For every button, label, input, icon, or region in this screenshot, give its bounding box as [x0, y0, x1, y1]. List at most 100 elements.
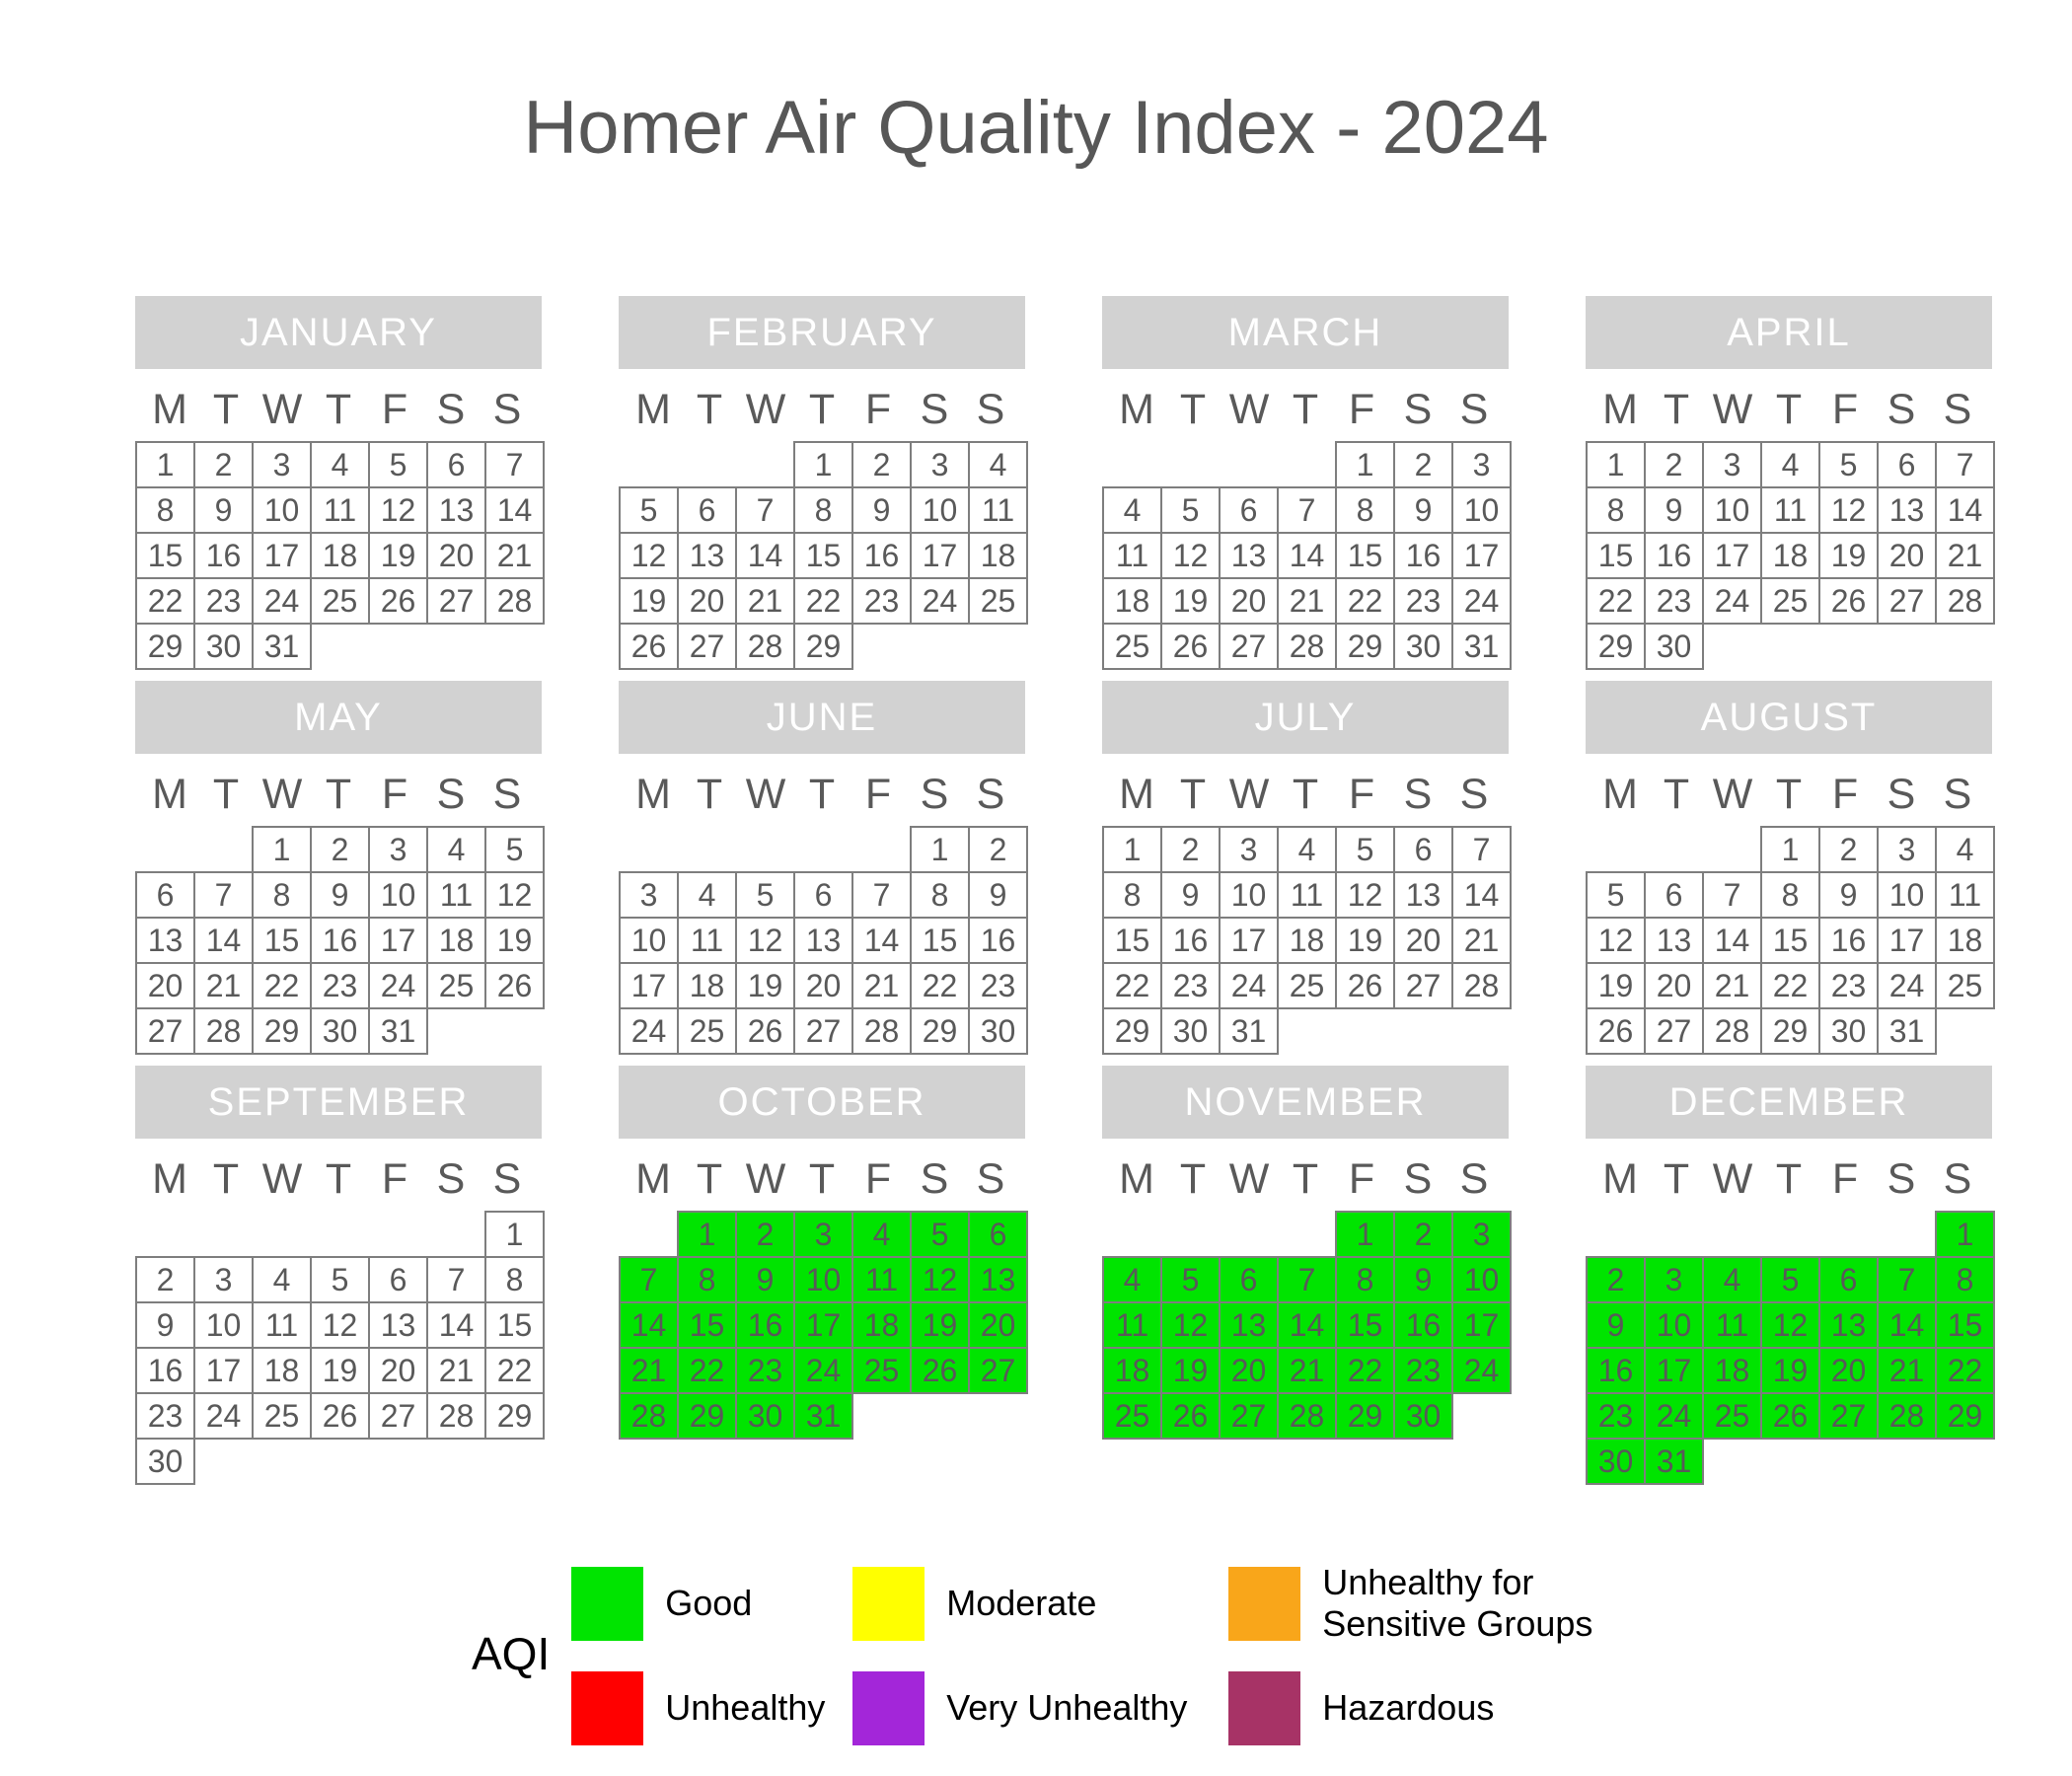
- day-cell: 21: [484, 532, 545, 579]
- weekday-label: T: [1292, 386, 1319, 433]
- day-cell: 24: [368, 962, 428, 1009]
- empty-cell: [1819, 1212, 1878, 1257]
- weekday-label: F: [1348, 771, 1375, 818]
- day-cell: 18: [426, 917, 486, 964]
- week-row: 4 5 6 7 8 9 10: [1102, 1256, 1512, 1303]
- week-row: 12 13 14 15 16 17 18: [1586, 917, 1995, 964]
- day-cell: 3: [910, 441, 970, 488]
- day-cell: 24: [619, 1007, 679, 1055]
- day-cell: 4: [1702, 1256, 1762, 1303]
- month-march: MARCH M T W T F S S 1 2 3 4 5 6 7 8 9 10 11 12 13 14 15 16 17 18 1…: [1102, 296, 1512, 681]
- day-cell: 2: [1818, 826, 1879, 873]
- empty-cell: [427, 1439, 485, 1484]
- day-cell: 21: [1277, 1347, 1337, 1394]
- weekday-label: T: [212, 771, 240, 818]
- day-cell: 1: [1586, 441, 1646, 488]
- day-cell: 1: [1760, 826, 1820, 873]
- day-cell: 15: [1335, 1301, 1395, 1349]
- week-row: 11 12 13 14 15 16 17: [1102, 532, 1512, 579]
- weekday-label: T: [325, 386, 352, 433]
- month-day-grid: 1 2 3 4 5 6 7 8 9 10 11 12 13 14 15 16 17 18 19 20 21 22 23 24 2…: [1102, 441, 1512, 670]
- weekday-label: S: [436, 771, 466, 818]
- day-cell: 21: [1877, 1347, 1937, 1394]
- legend-color-swatch: [1228, 1670, 1301, 1745]
- day-cell: 9: [193, 486, 254, 534]
- empty-cell: [1878, 1212, 1936, 1257]
- day-cell: 3: [619, 871, 679, 919]
- day-cell: 5: [310, 1256, 370, 1303]
- weekday-label: M: [635, 386, 671, 433]
- day-cell: 11: [851, 1256, 912, 1303]
- day-cell: 28: [735, 623, 795, 670]
- day-cell: 18: [1760, 532, 1820, 579]
- day-cell: 9: [1818, 871, 1879, 919]
- weekday-label: S: [920, 1155, 949, 1203]
- empty-cell: [1703, 1212, 1761, 1257]
- month-header: OCTOBER: [619, 1066, 1025, 1139]
- day-cell: 11: [1102, 1301, 1162, 1349]
- day-cell: 16: [135, 1347, 195, 1394]
- day-cell: 29: [1760, 1007, 1820, 1055]
- day-cell: 4: [677, 871, 737, 919]
- empty-cell: [620, 442, 678, 487]
- day-cell: 7: [193, 871, 254, 919]
- day-cell: 25: [1760, 577, 1820, 625]
- week-row: 18 19 20 21 22 23 24: [1102, 577, 1512, 625]
- day-cell: 5: [1586, 871, 1646, 919]
- day-cell: 8: [1760, 871, 1820, 919]
- day-cell: 14: [1935, 486, 1995, 534]
- day-cell: 21: [1277, 577, 1337, 625]
- weekday-label: S: [920, 386, 949, 433]
- week-row: 27 28 29 30 31: [135, 1007, 544, 1055]
- week-row: 22 23 24 25 26 27 28: [1102, 962, 1512, 1009]
- empty-cell: [969, 1393, 1027, 1439]
- empty-cell: [1278, 1008, 1336, 1054]
- day-cell: 17: [619, 962, 679, 1009]
- day-cell: 24: [193, 1392, 254, 1440]
- day-cell: 10: [1702, 486, 1762, 534]
- day-cell: 25: [968, 577, 1028, 625]
- day-cell: 30: [968, 1007, 1028, 1055]
- day-cell: 2: [1586, 1256, 1646, 1303]
- day-cell: 12: [619, 532, 679, 579]
- day-cell: 23: [135, 1392, 195, 1440]
- day-cell: 1: [910, 826, 970, 873]
- weekday-label: T: [696, 1155, 723, 1203]
- day-cell: 27: [1219, 1392, 1279, 1440]
- day-cell: 3: [1451, 441, 1512, 488]
- day-cell: 16: [1818, 917, 1879, 964]
- week-row: 13 14 15 16 17 18 19: [135, 917, 545, 964]
- day-cell: 7: [1277, 486, 1337, 534]
- month-august: AUGUST M T W T F S S 1 2 3 4 5 6 7 8 9 10 11 12 13 14 15 16 17 18…: [1586, 681, 1995, 1066]
- day-cell: 10: [1877, 871, 1937, 919]
- empty-cell: [1936, 1439, 1994, 1484]
- day-cell: 28: [426, 1392, 486, 1440]
- weekday-label: S: [1887, 1155, 1916, 1203]
- day-cell: 23: [310, 962, 370, 1009]
- day-cell: 26: [910, 1347, 970, 1394]
- empty-cell: [1336, 1008, 1394, 1054]
- day-cell: 3: [1219, 826, 1279, 873]
- month-day-grid: 1 2 3 4 5 6 7 8 9 10 11 12 13 14 15 16 17 18 19 20 21 22 23 24 2…: [619, 1211, 1028, 1440]
- day-cell: 25: [426, 962, 486, 1009]
- day-cell: 26: [368, 577, 428, 625]
- weekday-label: T: [1775, 1155, 1803, 1203]
- day-cell: 4: [1102, 486, 1162, 534]
- month-header: JUNE: [619, 681, 1025, 754]
- month-header: JULY: [1102, 681, 1509, 754]
- day-cell: 13: [968, 1256, 1028, 1303]
- legend-color-swatch: [571, 1670, 644, 1745]
- day-cell: 1: [135, 441, 195, 488]
- day-cell: 3: [193, 1256, 254, 1303]
- day-cell: 18: [1935, 917, 1995, 964]
- weekday-label: M: [1602, 1155, 1638, 1203]
- week-row: 22 23 24 25 26 27 28: [135, 577, 545, 625]
- day-cell: 4: [1935, 826, 1995, 873]
- week-row: 25 26 27 28 29 30 31: [1102, 623, 1512, 670]
- day-cell: 9: [1393, 486, 1453, 534]
- day-cell: 17: [193, 1347, 254, 1394]
